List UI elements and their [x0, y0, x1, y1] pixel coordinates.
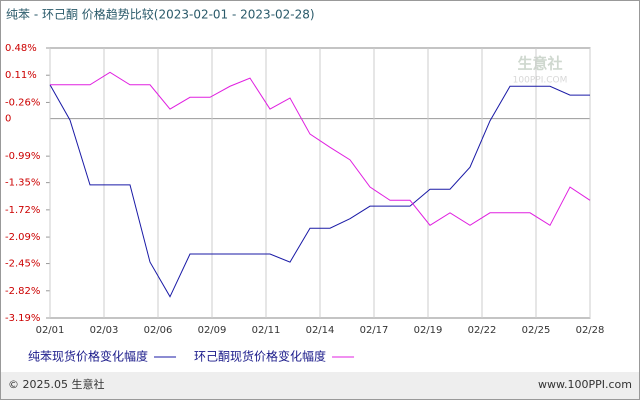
y-tick-label: -0.99% — [5, 151, 40, 162]
x-tick-label: 02/09 — [198, 325, 227, 336]
x-tick-label: 02/28 — [576, 325, 605, 336]
series-line — [50, 71, 591, 227]
y-tick-label: -1.35% — [5, 178, 40, 189]
x-tick-label: 02/17 — [360, 325, 389, 336]
watermark: 100PPI.COM — [513, 76, 568, 86]
x-tick-label: 02/01 — [36, 325, 65, 336]
x-tick-label: 02/14 — [306, 325, 335, 336]
chart-title: 纯苯 - 环己酮 价格趋势比较(2023-02-01 - 2023-02-28) — [6, 7, 315, 22]
y-tick-label: 0.48% — [5, 43, 37, 54]
legend-label: 环己酮现货价格变化幅度 — [194, 349, 326, 364]
series-line — [49, 84, 590, 298]
legend-label: 纯苯现货价格变化幅度 — [28, 349, 148, 364]
y-tick-label: 0 — [5, 114, 11, 125]
x-tick-label: 02/06 — [144, 325, 173, 336]
x-tick-label: 02/19 — [414, 325, 443, 336]
y-tick-label: -2.82% — [5, 286, 40, 297]
y-tick-label: -3.19% — [5, 313, 40, 324]
footer-bg — [1, 372, 639, 399]
x-tick-label: 02/03 — [90, 325, 119, 336]
y-tick-label: -1.72% — [5, 205, 40, 216]
watermark: 生意社 — [517, 55, 562, 73]
x-tick-label: 02/11 — [252, 325, 281, 336]
y-tick-label: -2.09% — [5, 232, 40, 243]
footer-left: © 2025.05 生意社 — [8, 377, 104, 391]
x-tick-label: 02/25 — [522, 325, 551, 336]
y-tick-label: -2.45% — [5, 259, 40, 270]
y-tick-label: 0.11% — [5, 70, 37, 81]
footer-right: www.100PPI.com — [538, 378, 632, 391]
x-tick-label: 02/22 — [468, 325, 497, 336]
y-tick-label: -0.26% — [5, 97, 40, 108]
